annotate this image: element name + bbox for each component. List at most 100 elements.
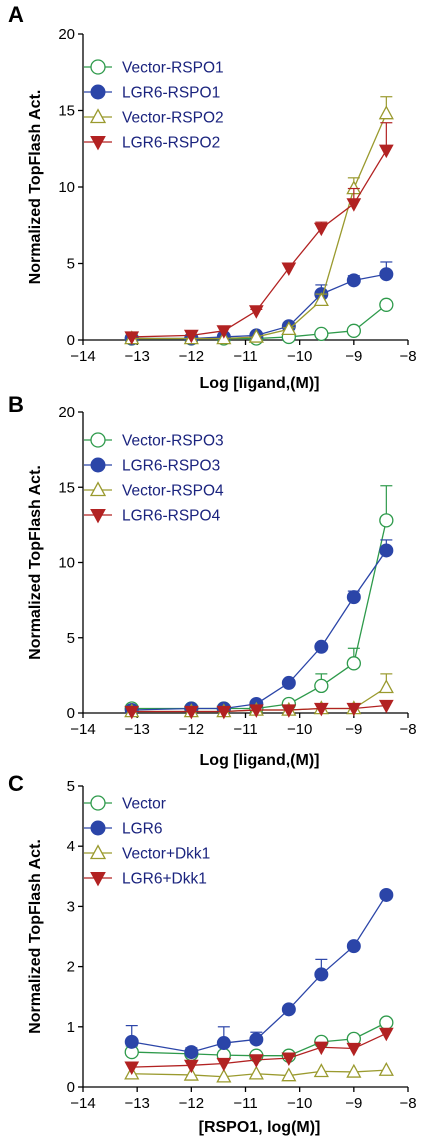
data-point: [248, 328, 264, 343]
legend-marker: [90, 84, 106, 100]
data-point: [281, 675, 296, 690]
legend-label: Vector-RSPO4: [122, 483, 224, 500]
data-point: [346, 939, 361, 954]
data-point: [281, 1052, 297, 1066]
data-point: [379, 543, 394, 558]
x-tick-label: −14: [70, 348, 95, 365]
series-lgr6-rspo4: LGR6-RSPO4: [84, 508, 394, 720]
x-tick-label: −14: [70, 1095, 95, 1112]
panel-letter: A: [8, 2, 24, 27]
legend-marker: [90, 457, 106, 473]
data-point: [379, 887, 394, 902]
x-tick-label: −8: [399, 721, 416, 738]
y-tick-label: 1: [67, 1019, 75, 1036]
legend-marker: [90, 432, 106, 448]
data-point: [183, 1059, 199, 1074]
data-point: [313, 702, 329, 717]
panel-b: B 0 5 10 15 20 −14 −13 −12 −11 −10 −9 −8 Log [ligand,…: [8, 392, 417, 769]
x-tick-label: −9: [345, 348, 362, 365]
x-tick-label: −9: [345, 1095, 362, 1112]
legend-label: Vector-RSPO2: [122, 110, 224, 127]
data-point: [248, 704, 264, 718]
series-vector-rspo1: Vector-RSPO1: [84, 59, 394, 346]
series-line: [131, 1032, 387, 1068]
data-point: [346, 702, 362, 717]
y-axis-title: Normalized TopFlash Act.: [27, 90, 44, 285]
data-point: [314, 326, 329, 342]
data-point: [379, 267, 394, 282]
data-point: [346, 590, 361, 605]
data-point: [346, 656, 361, 671]
data-point: [378, 699, 394, 714]
y-tick-label: 20: [58, 26, 75, 43]
series-lgr6-rspo2: LGR6-RSPO2: [84, 122, 394, 345]
data-point: [184, 1045, 199, 1060]
series-line: [131, 704, 387, 713]
data-point: [124, 1061, 140, 1076]
data-point: [281, 321, 297, 336]
x-tick-label: −12: [179, 1095, 204, 1112]
data-point: [281, 262, 297, 276]
data-point: [346, 1063, 362, 1078]
data-point: [183, 705, 199, 720]
data-point: [346, 323, 361, 338]
panel-c: C 0 1 2 3 4 5 −14 −13 −12 −11 −10 −9 −8 [RSPO1, log(M)…: [8, 771, 417, 1136]
series-line: [131, 149, 387, 338]
x-tick-label: −12: [179, 348, 204, 365]
y-tick-label: 15: [58, 103, 75, 120]
series-line: [131, 550, 387, 711]
series-vector-dkk1: Vector+Dkk1: [84, 844, 394, 1083]
y-tick-label: 0: [67, 332, 75, 349]
data-point: [346, 198, 362, 212]
y-axis-title: Normalized TopFlash Act.: [27, 465, 44, 660]
y-tick-label: 10: [58, 179, 75, 196]
data-point: [378, 679, 394, 694]
x-tick-label: −11: [233, 721, 257, 738]
data-point: [313, 222, 329, 237]
data-point: [378, 144, 394, 159]
y-axis-title: Normalized TopFlash Act.: [27, 839, 44, 1034]
x-tick-label: −14: [70, 721, 95, 738]
legend-marker: [90, 508, 106, 524]
panel-a: A 0 5 10 15 20 −14 −13 −12 −11 −10 −9 −8 Log [ligand,…: [8, 2, 417, 392]
series-vector-rspo2: Vector-RSPO2: [84, 96, 394, 345]
data-point: [346, 273, 361, 288]
x-tick-label: −10: [287, 721, 312, 738]
data-point: [379, 513, 394, 528]
data-point: [378, 1061, 394, 1076]
legend-label: LGR6-RSPO1: [122, 85, 220, 102]
y-tick-label: 3: [67, 898, 75, 915]
legend-label: LGR6-RSPO2: [122, 135, 220, 152]
data-point: [248, 305, 264, 319]
data-point: [183, 1066, 199, 1081]
legend-label: LGR6-RSPO3: [122, 458, 220, 475]
y-tick-label: 5: [67, 778, 75, 795]
legend-label: LGR6+Dkk1: [122, 871, 207, 888]
x-tick-label: −11: [233, 348, 257, 365]
data-point: [216, 1068, 232, 1083]
data-point: [378, 105, 394, 120]
legend-marker: [90, 135, 106, 151]
legend-label: LGR6: [122, 821, 163, 838]
x-axis-title: Log [ligand,(M)]: [200, 375, 320, 392]
data-point: [379, 297, 394, 312]
data-point: [216, 705, 232, 720]
data-point: [314, 639, 329, 654]
legend-marker: [90, 795, 106, 811]
x-tick-label: −10: [287, 348, 312, 365]
x-tick-label: −13: [124, 1095, 149, 1112]
x-tick-label: −9: [345, 721, 362, 738]
x-axis-title: [RSPO1, log(M)]: [199, 1119, 321, 1136]
y-tick-label: 4: [67, 838, 75, 855]
series-line: [131, 894, 387, 1053]
legend-marker: [89, 481, 107, 497]
legend-marker: [90, 871, 106, 887]
x-tick-label: −13: [124, 348, 149, 365]
legend-label: Vector: [122, 796, 166, 813]
legend-label: LGR6-RSPO4: [122, 508, 221, 525]
legend-label: Vector+Dkk1: [122, 846, 210, 863]
data-point: [248, 1065, 264, 1080]
data-point: [313, 1063, 329, 1078]
data-point: [124, 331, 140, 345]
